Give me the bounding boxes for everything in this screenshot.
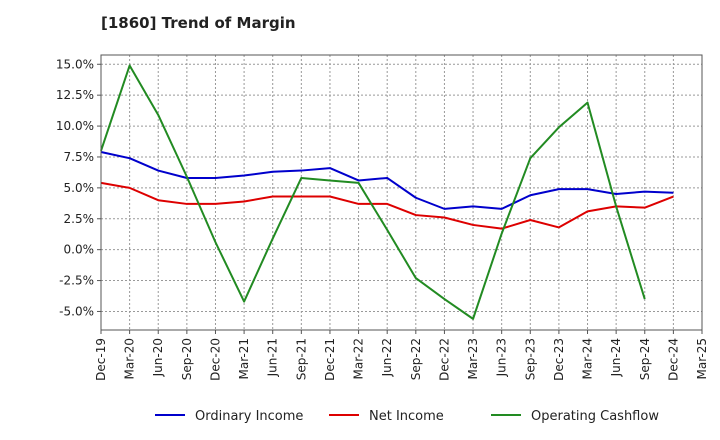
x-tick-label: Dec-21 [323,338,337,381]
y-axis-ticks: 15.0% 12.5% 10.0% 7.5% 5.0% 2.5% 0.0% -2.5% -5.0… [56,57,101,318]
x-tick-label: Dec-23 [552,338,566,381]
y-tick-label: 0.0% [64,243,95,257]
x-tick-label: Jun-20 [151,338,165,377]
y-tick-label: -5.0% [59,304,94,318]
y-tick-label: 10.0% [56,119,94,133]
x-tick-label: Sep-23 [523,338,537,380]
x-tick-label: Mar-21 [237,338,251,379]
x-tick-label: Jun-21 [266,338,280,377]
x-tick-label: Dec-20 [208,338,222,381]
y-tick-label: 15.0% [56,57,94,71]
x-tick-label: Sep-20 [180,338,194,380]
series-line-operating-cashflow [100,64,646,320]
chart-title: [1860] Trend of Margin [101,14,296,32]
x-tick-label: Mar-20 [123,338,137,379]
legend-label: Ordinary Income [195,409,303,424]
y-tick-label: 12.5% [56,88,94,102]
y-tick-label: 7.5% [64,150,95,164]
plot-frame [100,54,703,331]
y-tick-label: -2.5% [59,274,94,288]
y-tick-label: 2.5% [64,212,95,226]
y-tick-label: 5.0% [64,181,95,195]
x-tick-label: Jun-22 [380,338,394,377]
grid [101,55,702,330]
series-line-net-income [100,181,674,230]
x-tick-label: Jun-24 [609,338,623,377]
x-tick-label: Mar-23 [466,338,480,379]
x-tick-label: Sep-21 [294,338,308,380]
x-tick-label: Dec-24 [666,338,680,381]
legend-label: Operating Cashflow [531,409,659,424]
x-tick-label: Dec-22 [437,338,451,381]
legend: Ordinary Income Net Income Operating Cashf… [155,409,659,424]
x-tick-label: Sep-24 [638,338,652,380]
x-tick-label: Dec-19 [94,338,108,381]
x-tick-label: Mar-22 [352,338,366,379]
x-tick-label: Sep-22 [409,338,423,380]
series-lines [100,64,674,320]
x-axis-ticks: Dec-19 Mar-20 Jun-20 Sep-20 Dec-20 Mar-21 Jun-… [94,330,709,381]
x-tick-label: Mar-24 [581,338,595,379]
legend-label: Net Income [369,409,444,424]
x-tick-label: Mar-25 [695,338,709,379]
series-line-ordinary-income [100,151,674,210]
x-tick-label: Jun-23 [495,338,509,377]
